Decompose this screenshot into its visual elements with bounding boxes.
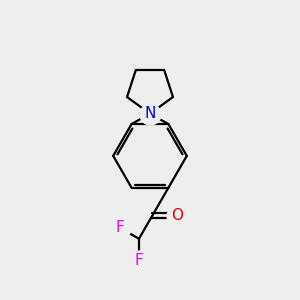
Text: F: F bbox=[135, 253, 143, 268]
Text: F: F bbox=[116, 220, 124, 235]
Text: N: N bbox=[144, 106, 156, 121]
Text: O: O bbox=[171, 208, 183, 223]
